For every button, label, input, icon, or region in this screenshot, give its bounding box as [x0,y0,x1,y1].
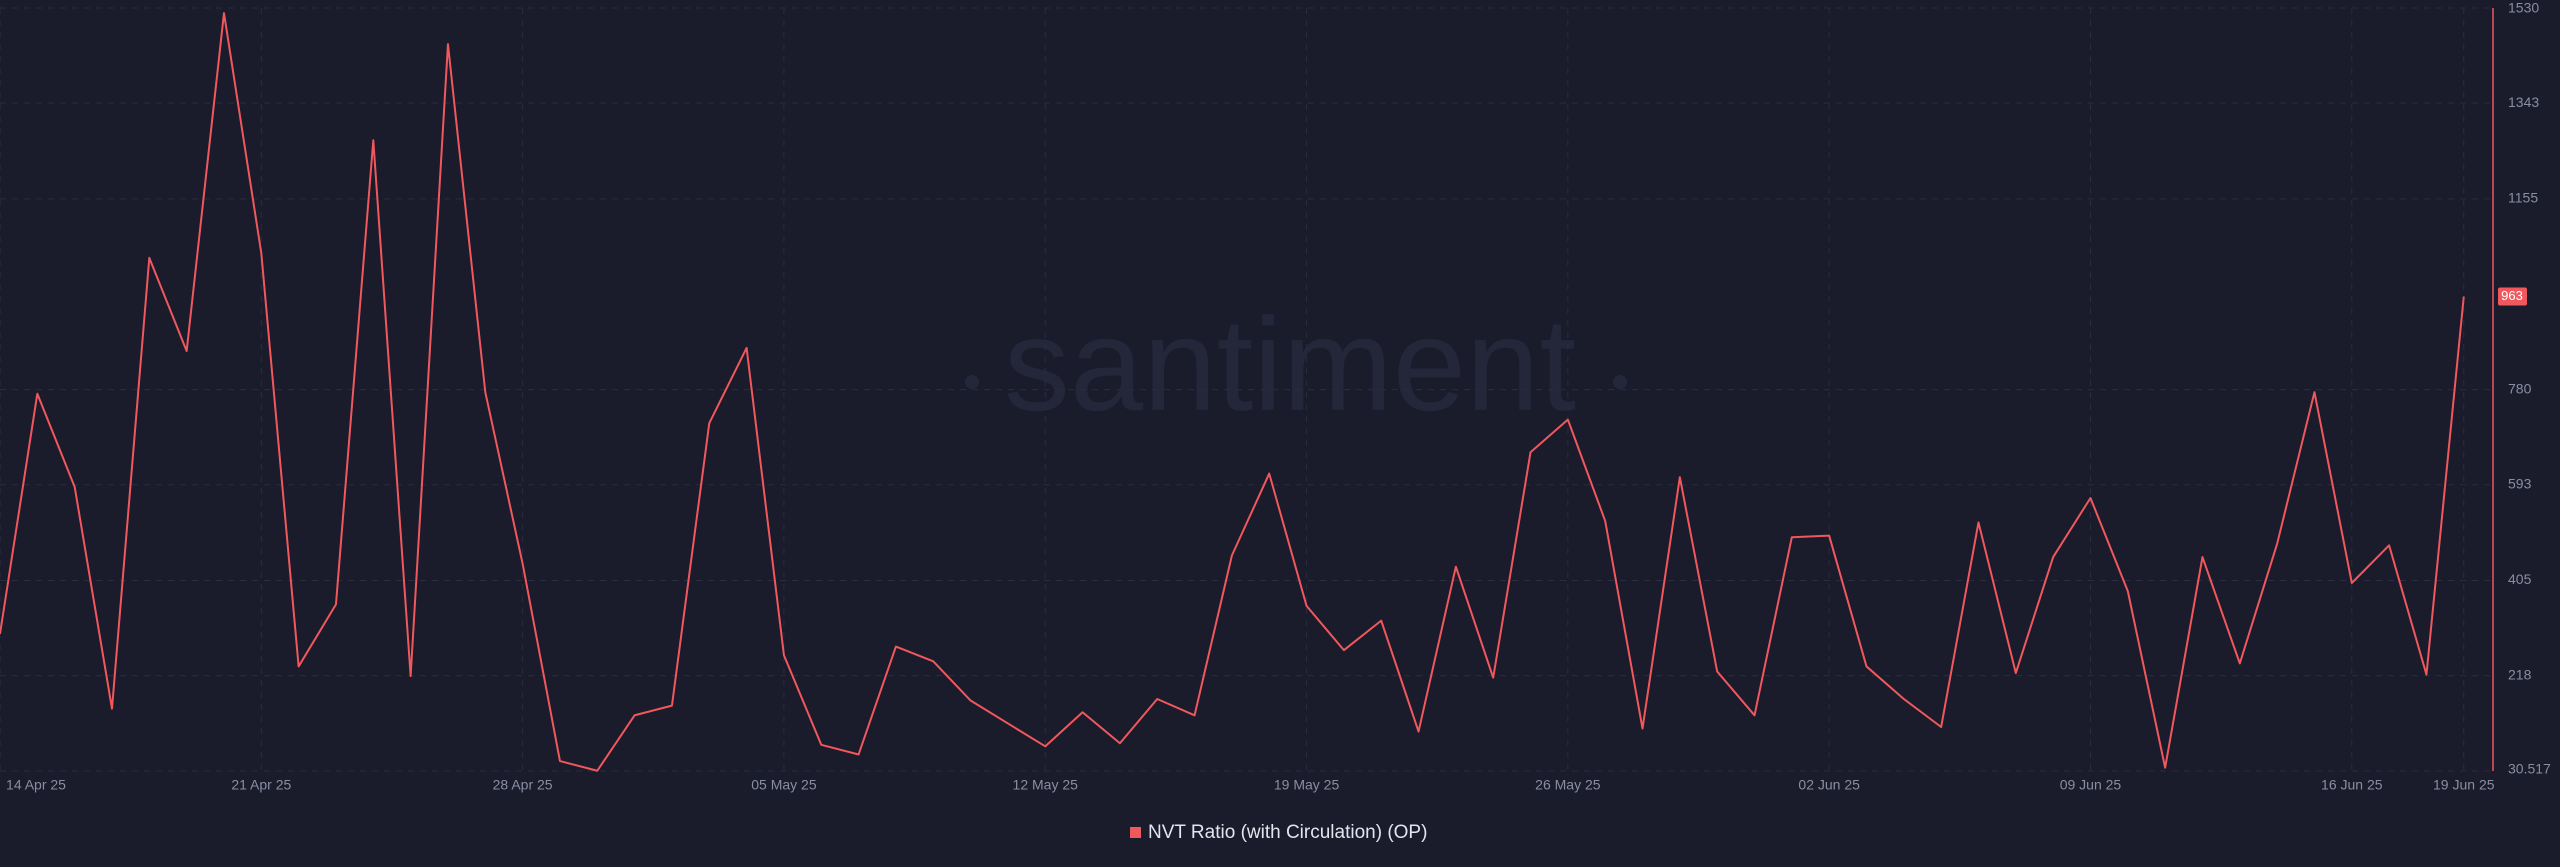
x-tick-label: 16 Jun 25 [2321,777,2383,793]
x-tick-label: 12 May 25 [1013,777,1079,793]
x-tick-label: 14 Apr 25 [6,777,66,793]
x-tick-label: 19 May 25 [1274,777,1340,793]
y-tick-label: 30.517 [2508,761,2551,777]
y-tick-label: 1530 [2508,0,2539,16]
x-tick-label: 05 May 25 [751,777,817,793]
legend-swatch [1130,827,1141,838]
data-line [0,12,2465,772]
y-tick-label: 1155 [2508,190,2538,206]
grid [0,7,2493,772]
y-tick-label: 218 [2508,666,2532,682]
last-value-label: 963 [2501,288,2523,303]
x-tick-label: 21 Apr 25 [231,777,291,793]
legend: NVT Ratio (with Circulation) (OP) [1130,822,1427,843]
y-tick-label: 593 [2508,475,2532,491]
last-value-badge [2498,287,2527,306]
x-tick-label: 28 Apr 25 [493,777,553,793]
watermark-dot [1613,375,1627,389]
y-tick-label: 1343 [2508,94,2539,110]
x-tick-label: 09 Jun 25 [2060,777,2122,793]
watermark: santiment [1004,291,1576,438]
x-tick-label: 02 Jun 25 [1798,777,1860,793]
legend-label: NVT Ratio (with Circulation) (OP) [1148,822,1427,843]
x-tick-label: 26 May 25 [1535,777,1601,793]
y-tick-label: 405 [2508,571,2532,587]
x-tick-label: 19 Jun 25 [2433,777,2495,793]
watermark-dot [965,375,979,389]
y-tick-label: 780 [2508,380,2532,396]
